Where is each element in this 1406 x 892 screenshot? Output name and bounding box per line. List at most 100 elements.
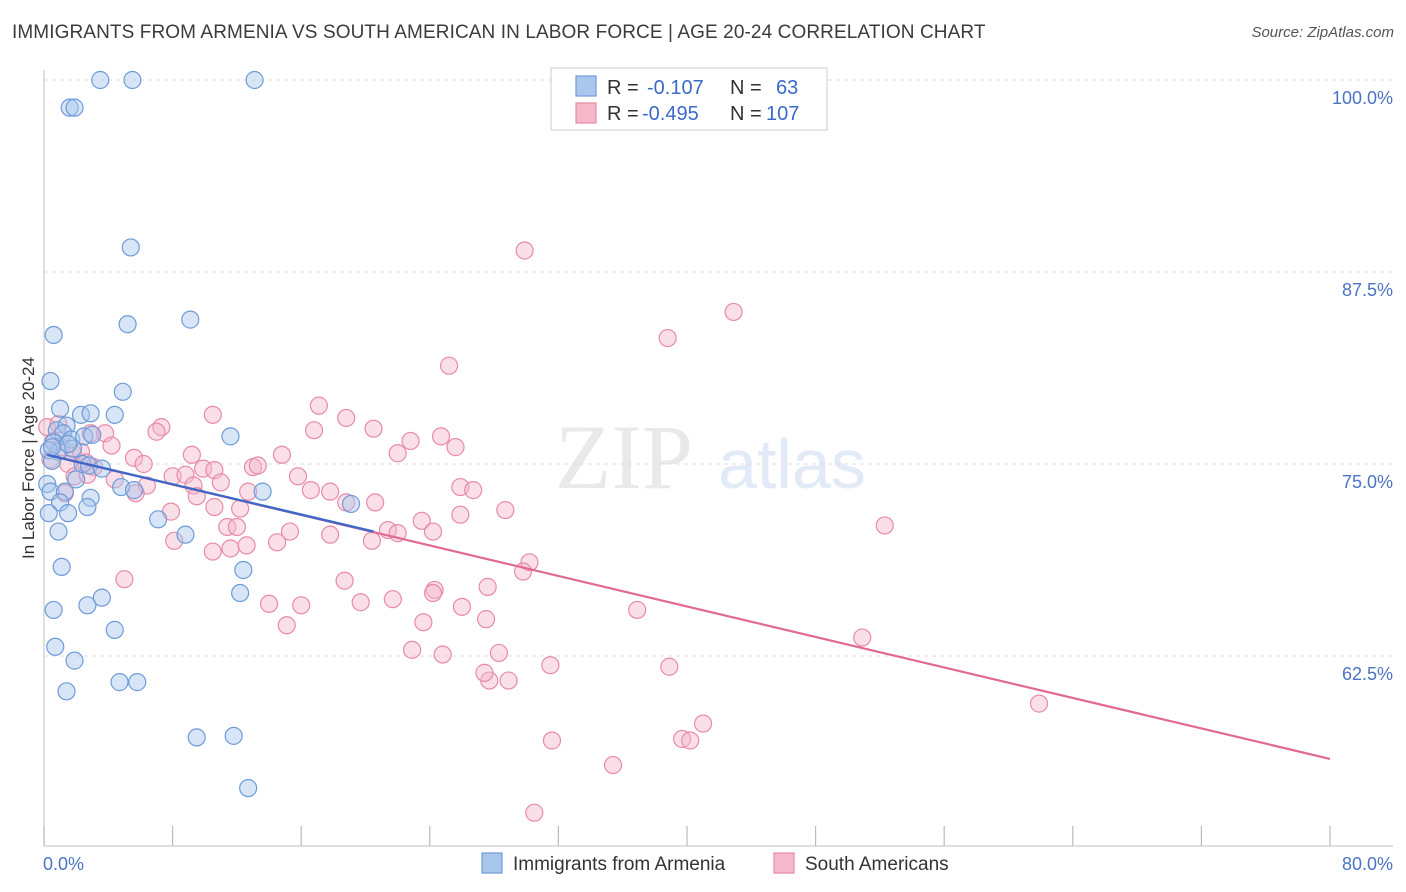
bottom-legend-label-south-americans: South Americans — [805, 854, 949, 875]
south-americans-point — [478, 577, 497, 596]
south-americans-point — [221, 539, 240, 558]
armenia-point — [49, 522, 68, 541]
south-americans-point — [259, 594, 279, 613]
bottom-legend-label-armenia: Immigrants from Armenia — [513, 854, 726, 875]
south-americans-point — [658, 328, 677, 348]
armenia-point — [50, 399, 70, 418]
armenia-point — [121, 238, 140, 257]
armenia-point — [92, 588, 111, 607]
south-americans-point — [362, 531, 382, 550]
armenia-point — [105, 405, 124, 424]
south-americans-point — [520, 553, 539, 572]
south-americans-point — [412, 511, 431, 530]
armenia-point — [123, 70, 142, 90]
south-americans-point — [388, 444, 407, 463]
legend-r-value-armenia: -0.107 — [647, 77, 704, 99]
bottom-legend: Immigrants from Armenia South Americans — [481, 852, 949, 875]
south-americans-point — [414, 613, 433, 632]
south-americans-point — [1029, 694, 1049, 713]
y-tick-label: 62.5% — [1342, 664, 1393, 684]
legend-r-label-south-americans: R = — [607, 103, 639, 125]
south-americans-point — [489, 643, 509, 663]
armenia-point — [78, 497, 97, 517]
south-americans-point — [439, 356, 459, 375]
y-tick-label: 100.0% — [1332, 88, 1393, 108]
armenia-point — [245, 70, 264, 90]
armenia-point — [83, 425, 102, 444]
south-americans-point — [525, 803, 544, 822]
south-americans-point — [124, 448, 144, 467]
trend-lines — [46, 453, 1331, 760]
armenia-point — [124, 481, 144, 500]
south-americans-point — [288, 467, 308, 486]
south-americans-point — [464, 481, 483, 500]
y-tick-label: 87.5% — [1342, 280, 1393, 300]
south-americans-point — [335, 571, 354, 590]
south-americans-point — [431, 427, 451, 446]
armenia-point — [231, 583, 250, 603]
south-americans-point — [205, 497, 224, 517]
south-americans-point — [853, 628, 872, 647]
armenia-point — [128, 673, 147, 692]
watermark: ZIP atlas — [555, 406, 866, 508]
south-americans-point — [366, 493, 385, 512]
bottom-legend-swatch-south-americans — [773, 852, 795, 874]
south-americans-point — [211, 473, 230, 492]
chart-title: IMMIGRANTS FROM ARMENIA VS SOUTH AMERICA… — [12, 22, 986, 43]
south-americans-point — [267, 533, 287, 552]
armenia-point — [60, 98, 79, 117]
south-americans-point — [203, 405, 222, 424]
armenia-point — [55, 482, 74, 501]
legend: R = -0.107 N = 63 R = -0.495 N = 107 — [550, 67, 828, 131]
y-axis-label: In Labor Force | Age 20-24 — [19, 357, 38, 559]
south-americans-point — [401, 431, 420, 451]
south-americans-point — [227, 517, 246, 537]
south-americans-point — [364, 419, 383, 438]
south-americans-point — [542, 731, 562, 750]
south-americans-point — [433, 645, 452, 664]
armenia-point — [149, 510, 168, 529]
south-americans-point — [102, 436, 121, 455]
armenia-point — [41, 371, 60, 391]
armenia-point — [46, 637, 65, 656]
south-americans-point — [237, 536, 256, 555]
armenia-point — [42, 438, 62, 457]
armenia-point — [118, 315, 137, 334]
south-americans-point — [165, 531, 184, 550]
armenia-point — [113, 382, 132, 401]
south-americans-point — [724, 302, 743, 322]
armenia-trend-line — [46, 453, 374, 533]
south-americans-point — [272, 445, 292, 464]
y-tick-label: 75.0% — [1342, 472, 1393, 492]
armenia-point — [65, 651, 84, 670]
armenia-point — [105, 620, 124, 639]
armenia-point — [91, 70, 110, 90]
armenia-point — [39, 504, 58, 523]
legend-n-value-armenia: 63 — [776, 77, 798, 99]
south-americans-point — [248, 456, 267, 475]
armenia-point — [44, 600, 63, 620]
armenia-point — [110, 673, 129, 692]
south-americans-point — [515, 241, 534, 260]
armenia-point — [176, 525, 195, 544]
legend-swatch-armenia — [575, 75, 597, 97]
south-americans-point — [304, 421, 324, 440]
watermark-zip: ZIP — [555, 406, 693, 508]
south-americans-point — [239, 482, 258, 501]
south-americans-point — [337, 408, 356, 428]
legend-n-label-armenia: N = — [730, 77, 762, 99]
axis-ticks: 100.0% 87.5% 75.0% 62.5% — [1332, 88, 1393, 684]
south-americans-points — [38, 241, 1049, 822]
armenia-point — [187, 728, 206, 747]
south-americans-point — [681, 731, 700, 750]
south-americans-point — [660, 657, 679, 676]
x-tick-label-min: 0.0% — [43, 854, 84, 874]
armenia-point — [341, 494, 361, 514]
south-americans-point — [351, 593, 370, 612]
south-americans-point — [115, 570, 134, 589]
south-americans-point — [875, 516, 894, 535]
south-americans-point — [499, 671, 518, 690]
south-americans-point — [425, 580, 444, 600]
armenia-point — [234, 560, 253, 580]
